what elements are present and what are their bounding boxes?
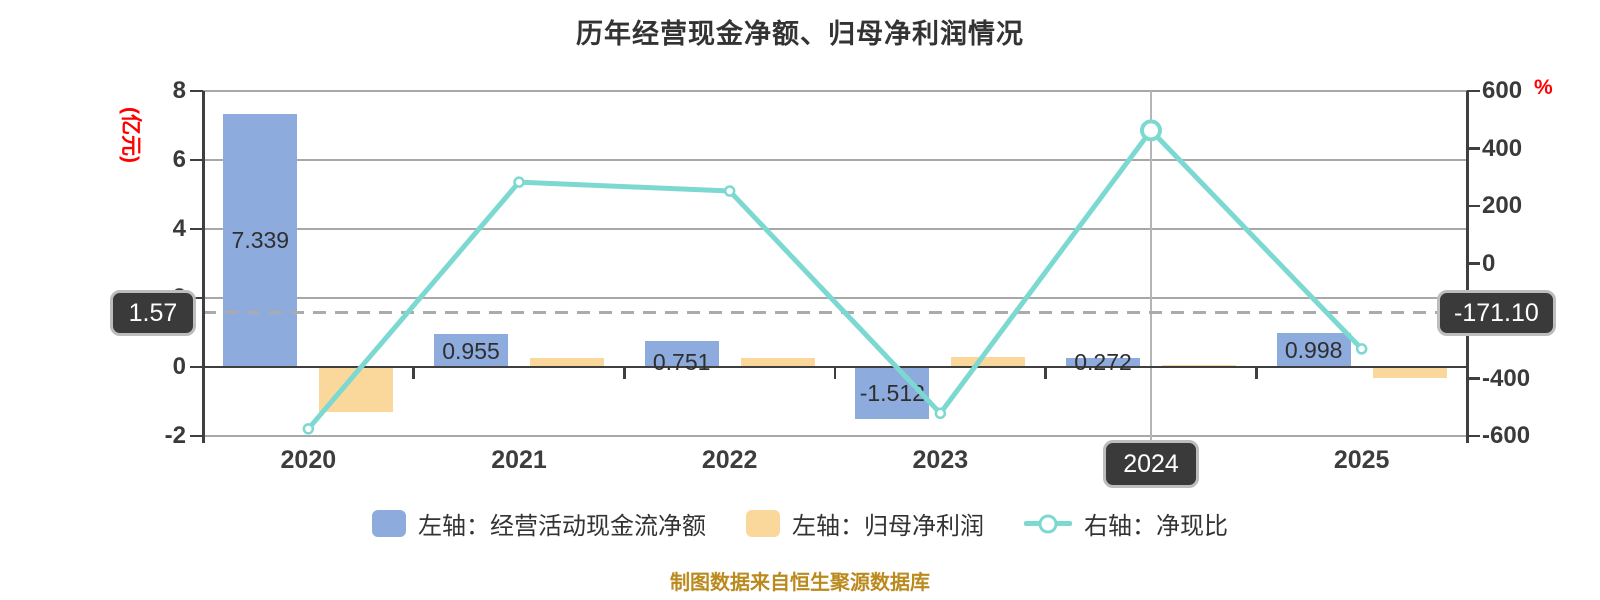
y-tick-label-right: -400	[1482, 364, 1531, 392]
right-axis-tick	[1467, 377, 1480, 380]
right-axis-unit-label: %	[1534, 76, 1553, 99]
y-tick-label-right: 200	[1482, 192, 1523, 219]
highlight-year-line	[1149, 91, 1153, 440]
gridline	[203, 296, 1467, 300]
category-tick	[833, 367, 837, 379]
x-label-box-2024: 2024	[1103, 440, 1199, 488]
legend-item-ratio[interactable]: 右轴：净现比	[1024, 506, 1228, 541]
bar-value-label: -1.512	[859, 380, 925, 407]
right-axis-tick	[1467, 434, 1480, 438]
cashflow-swatch-icon	[372, 510, 406, 537]
x-label-2020: 2020	[280, 446, 337, 474]
category-tick	[412, 367, 415, 379]
x-label-2021: 2021	[491, 446, 547, 474]
x-label-2023: 2023	[912, 446, 969, 474]
gridline	[203, 227, 1467, 231]
legend-label-netprofit: 左轴：归母净利润	[792, 513, 984, 540]
y-tick-label-right: 600	[1482, 77, 1523, 104]
bar-cashflow-2020[interactable]	[223, 113, 298, 367]
bar-netprofit-2025[interactable]	[1372, 367, 1447, 379]
y-tick-label-left: 6	[172, 146, 186, 173]
legend-item-cashflow[interactable]: 左轴：经营活动现金流净额	[372, 506, 706, 541]
legend-label-cashflow: 左轴：经营活动现金流净额	[418, 513, 706, 540]
ratio-line-marker-icon	[1024, 514, 1072, 533]
bar-netprofit-2020[interactable]	[319, 367, 394, 413]
reference-dashed-line	[203, 311, 1467, 315]
y-tick-label-right: 0	[1482, 249, 1496, 277]
bar-value-label: 0.955	[442, 337, 500, 364]
y-tick-label-left: 0	[172, 353, 186, 380]
netprofit-swatch-icon	[746, 510, 780, 537]
category-tick	[1255, 367, 1258, 379]
gridline	[203, 158, 1467, 162]
left-axis-tick	[190, 158, 203, 162]
y-tick-label-left: 4	[172, 215, 186, 242]
legend-item-netprofit[interactable]: 左轴：归母净利润	[746, 506, 984, 541]
legend: 左轴：经营活动现金流净额 左轴：归母净利润 右轴：净现比	[0, 506, 1600, 541]
gridline	[203, 89, 1467, 93]
gridline	[203, 434, 1467, 438]
x-label-2025: 2025	[1333, 446, 1390, 474]
right-axis-tick	[1467, 262, 1480, 265]
right-axis-tick	[1467, 89, 1480, 93]
left-axis-tick	[190, 89, 203, 93]
chart-title: 历年经营现金净额、归母净利润情况	[576, 19, 1024, 49]
bar-value-label: 7.339	[231, 227, 290, 254]
right-axis-tick	[1467, 147, 1480, 150]
left-axis-tick	[190, 434, 203, 438]
y-tick-label-right: 400	[1482, 134, 1523, 162]
y-tick-label-right: -600	[1482, 422, 1531, 449]
right-axis-line	[1465, 91, 1469, 443]
left-axis-tick	[190, 365, 203, 369]
bar-value-label: 0.751	[652, 349, 711, 375]
legend-label-ratio: 右轴：净现比	[1084, 513, 1228, 540]
data-source-note: 制图数据来自恒生聚源数据库	[670, 572, 930, 594]
y-tick-label-left: 8	[172, 77, 186, 104]
left-axis-reference-callout: 1.57	[110, 290, 196, 336]
right-axis-reference-callout: -171.10	[1437, 290, 1556, 336]
right-axis-tick	[1467, 204, 1480, 208]
left-axis-tick	[190, 227, 203, 231]
x-label-2022: 2022	[701, 446, 758, 474]
category-tick	[1044, 367, 1047, 379]
left-axis-line	[201, 91, 205, 443]
bar-value-label: 0.272	[1074, 349, 1132, 375]
y-tick-label-left: -2	[164, 422, 186, 449]
category-tick	[623, 367, 626, 379]
bar-value-label: 0.998	[1284, 336, 1343, 363]
left-axis-tick	[190, 296, 203, 300]
